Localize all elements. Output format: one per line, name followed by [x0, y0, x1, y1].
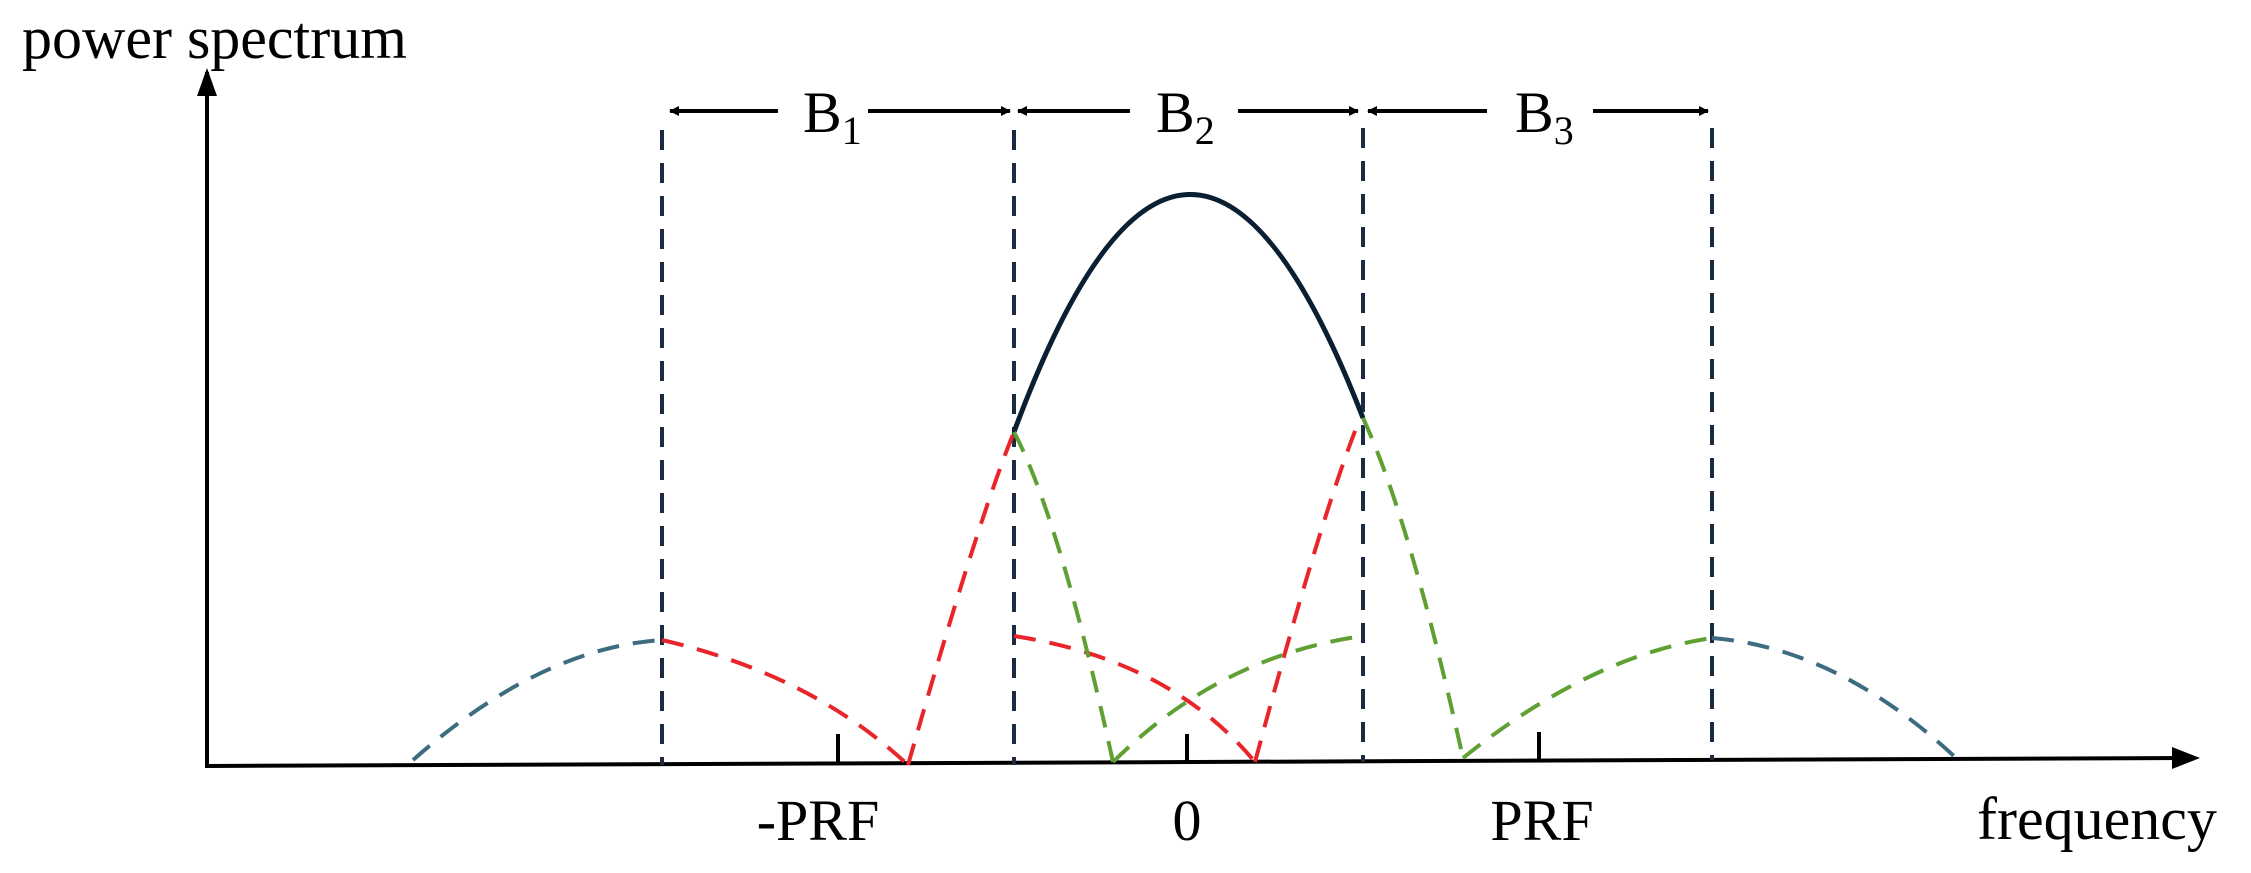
green-outer-rise: [1461, 636, 1713, 760]
red-rise-right: [1253, 425, 1359, 763]
red-inner-descent: [1013, 634, 1257, 764]
green-descent-left: [1012, 431, 1115, 763]
blue-right-tail: [1711, 636, 1958, 760]
green-inner-rise: [1111, 634, 1364, 764]
tick-label-neg-prf: -PRF: [757, 788, 880, 853]
x-axis-label: frequency: [1977, 786, 2217, 852]
green-descent-right: [1361, 417, 1465, 759]
main-lobe-curve: [1011, 192, 1366, 433]
band-b3-letter: B: [1515, 80, 1554, 145]
band-label-b3: B3: [1515, 80, 1574, 153]
red-outer-left-descent: [661, 638, 910, 767]
blue-left-tail: [411, 638, 663, 762]
x-axis-arrowhead: [2172, 747, 2200, 769]
band-b1-subscript: 1: [842, 108, 862, 153]
y-axis-label: power spectrum: [22, 5, 407, 71]
band-label-b1: B1: [803, 80, 862, 153]
band-b2-subscript: 2: [1195, 108, 1215, 153]
band-b2-letter: B: [1156, 80, 1195, 145]
band-b1-letter: B: [803, 80, 842, 145]
x-axis: [206, 756, 2181, 768]
band-b3-subscript: 3: [1554, 108, 1574, 153]
y-axis-arrowhead: [197, 68, 217, 96]
tick-label-zero: 0: [1173, 788, 1202, 853]
band-label-b2: B2: [1156, 80, 1215, 153]
red-rise-left: [906, 431, 1016, 766]
tick-label-prf: PRF: [1490, 788, 1593, 853]
